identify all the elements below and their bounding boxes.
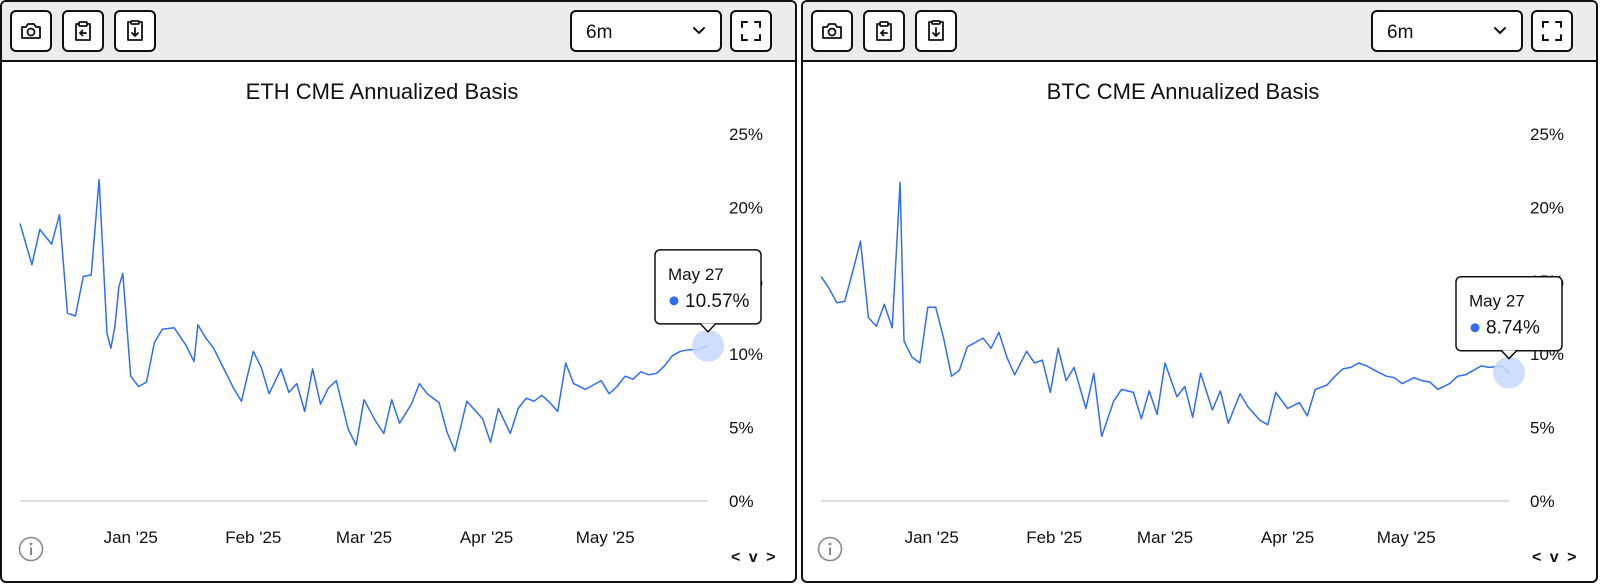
fullscreen-button[interactable] (1531, 10, 1573, 52)
chart-title: BTC CME Annualized Basis (1047, 79, 1320, 104)
x-tick-label: May '25 (576, 528, 635, 547)
file-download-icon (127, 20, 143, 41)
x-tick-label: Apr '25 (460, 528, 513, 547)
info-icon[interactable] (18, 536, 44, 562)
camera-button[interactable] (811, 10, 853, 52)
chart-title: ETH CME Annualized Basis (246, 79, 519, 104)
y-tick-label: 10% (729, 345, 763, 364)
y-tick-label: 0% (729, 492, 754, 511)
range-select[interactable]: 6m (1371, 10, 1523, 52)
eth-chart-panel: 6m ETH CME Annualized Basis25%20%15%10%5… (0, 0, 797, 583)
y-tick-label: 0% (1530, 492, 1555, 511)
btc-chart-panel: 6m BTC CME Annualized Basis25%20%15%10%5… (801, 0, 1598, 583)
fullscreen-button[interactable] (730, 10, 772, 52)
tooltip-value: 8.74% (1486, 318, 1540, 339)
x-tick-label: Jan '25 (104, 528, 158, 547)
hover-marker (692, 329, 724, 362)
x-tick-label: Feb '25 (1026, 528, 1082, 547)
y-tick-label: 20% (1530, 198, 1564, 217)
y-tick-label: 5% (729, 419, 754, 438)
tooltip-box (1455, 275, 1563, 352)
tooltip-date: May 27 (1469, 292, 1525, 311)
download-button[interactable] (915, 10, 957, 52)
chart-nav-arrows[interactable]: < v > (1532, 549, 1579, 566)
clipboard-copy-icon (876, 21, 892, 41)
copy-clipboard-button[interactable] (863, 10, 905, 52)
camera-icon (822, 23, 842, 39)
tooltip-series-dot (1470, 323, 1480, 333)
camera-button[interactable] (10, 10, 52, 52)
series-line (19, 178, 709, 452)
fullscreen-icon (1542, 21, 1562, 41)
tooltip-pointer (1500, 349, 1518, 360)
tooltip-value: 10.57% (685, 291, 750, 312)
x-tick-label: Mar '25 (1137, 528, 1193, 547)
y-tick-label: 25% (1530, 125, 1564, 144)
tooltip-date: May 27 (668, 265, 724, 284)
eth-basis-chart: ETH CME Annualized Basis25%20%15%10%5%0%… (19, 79, 763, 547)
download-button[interactable] (114, 10, 156, 52)
range-select-value: 6m (1387, 22, 1414, 43)
y-tick-label: 5% (1530, 419, 1555, 438)
tooltip-box (654, 249, 762, 325)
range-select[interactable]: 6m (570, 10, 722, 52)
hover-marker (1493, 356, 1525, 389)
tooltip-series-dot (669, 296, 679, 306)
copy-clipboard-button[interactable] (62, 10, 104, 52)
file-download-icon (928, 20, 944, 41)
x-tick-label: Apr '25 (1261, 528, 1314, 547)
y-tick-label: 25% (729, 125, 763, 144)
chart-toolbar: 6m (803, 2, 1596, 62)
series-line (820, 181, 1510, 438)
range-select-value: 6m (586, 22, 613, 43)
chevron-down-icon (1494, 27, 1506, 35)
clipboard-copy-icon (75, 21, 91, 41)
btc-basis-chart: BTC CME Annualized Basis25%20%15%10%5%0%… (820, 79, 1564, 547)
x-tick-label: Mar '25 (336, 528, 392, 547)
chart-toolbar: 6m (2, 2, 795, 62)
fullscreen-icon (741, 21, 761, 41)
chevron-down-icon (693, 27, 705, 35)
chart-nav-arrows[interactable]: < v > (731, 549, 778, 566)
x-tick-label: Feb '25 (225, 528, 281, 547)
y-tick-label: 20% (729, 198, 763, 217)
tooltip-pointer (699, 322, 717, 333)
x-tick-label: Jan '25 (905, 528, 959, 547)
info-icon[interactable] (817, 536, 843, 562)
camera-icon (21, 23, 41, 39)
x-tick-label: May '25 (1377, 528, 1436, 547)
